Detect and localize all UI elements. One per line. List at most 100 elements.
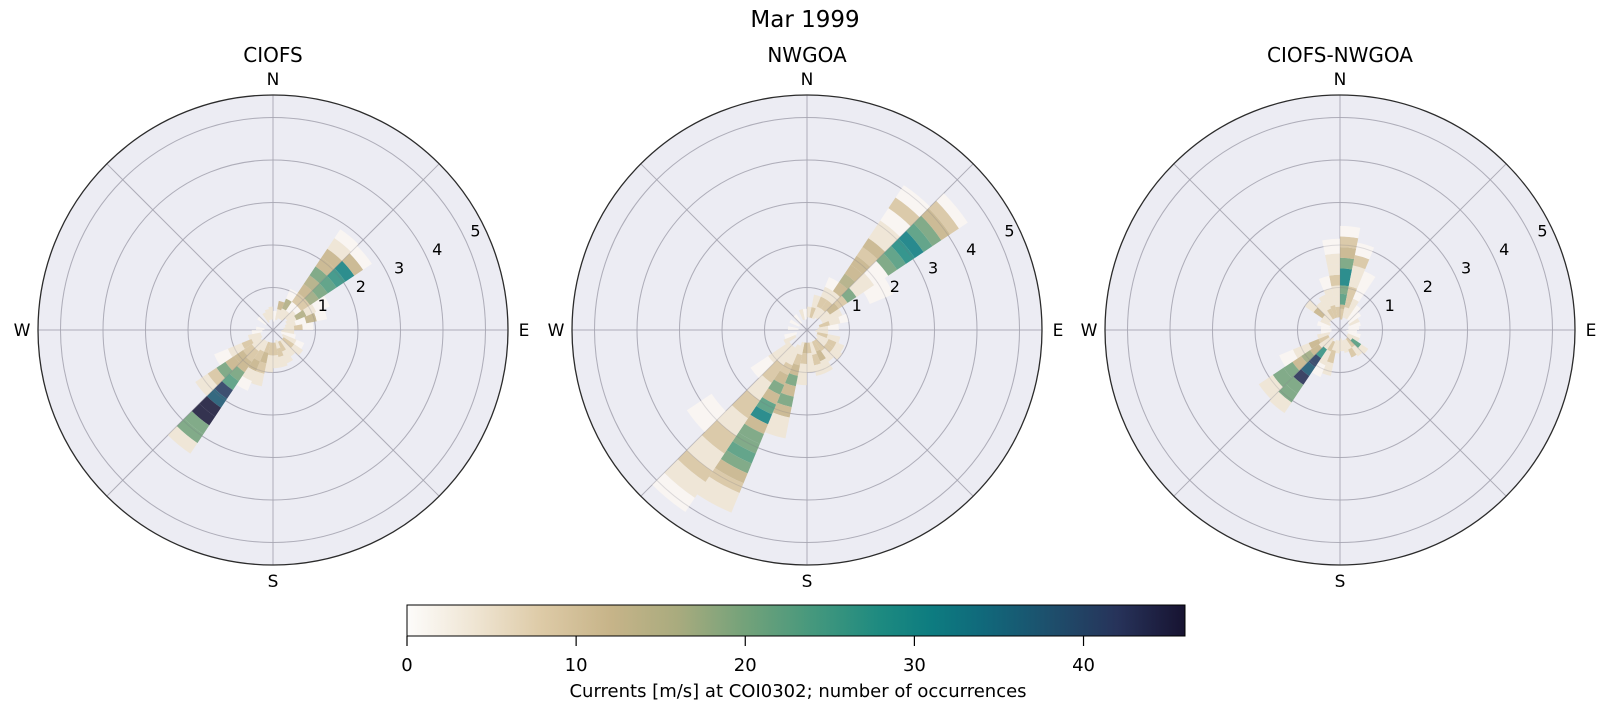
- grid-spoke: [1173, 329, 1341, 497]
- rose-segment: [776, 345, 796, 366]
- rose-segment: [815, 334, 829, 343]
- rose-segment: [334, 229, 359, 252]
- radial-tick-label: 3: [1461, 259, 1471, 278]
- rose-segment: [1331, 285, 1340, 297]
- rose-segment: [1292, 343, 1312, 359]
- rose-segment: [303, 304, 317, 317]
- rose-segment: [841, 287, 857, 303]
- rose-segment: [821, 348, 835, 362]
- rose-segment: [1301, 350, 1315, 364]
- rose-segment: [821, 308, 843, 324]
- rose-segment: [262, 312, 270, 323]
- rose-segment: [746, 375, 772, 401]
- rose-segment: [783, 334, 797, 345]
- rose-segment: [1327, 340, 1336, 352]
- rose-segment: [1285, 376, 1304, 394]
- rose-segment: [772, 402, 792, 418]
- colorbar-tick-label: 0: [401, 655, 412, 676]
- rose-segment: [184, 411, 210, 435]
- radial-tick-label: 3: [928, 259, 938, 278]
- radial-tick-label: 2: [890, 277, 900, 296]
- rose-segment: [827, 323, 839, 330]
- rose-segment: [820, 286, 833, 300]
- rose-segment: [787, 326, 799, 330]
- rose-segment: [815, 330, 829, 335]
- rose-segment: [814, 363, 825, 376]
- grid-ring: [187, 244, 359, 416]
- rose-segment: [838, 273, 856, 290]
- rose-segment: [1308, 354, 1322, 368]
- rose-segment: [1318, 275, 1332, 291]
- rose-segment: [251, 334, 263, 343]
- rose-segment: [1345, 337, 1356, 348]
- cardinal-label-s: S: [802, 572, 813, 592]
- cardinal-label-s: S: [1335, 572, 1346, 592]
- rose-segment: [216, 361, 233, 379]
- rose-segment: [820, 358, 833, 374]
- rose-segment: [195, 373, 218, 397]
- rose-segment: [1335, 340, 1340, 354]
- rose-segment: [732, 432, 760, 454]
- rose-segment: [291, 344, 304, 356]
- cardinal-label-e: E: [1053, 321, 1064, 341]
- rose-segment: [294, 316, 307, 326]
- rose-segment: [826, 334, 841, 344]
- rose-segment: [1335, 306, 1340, 318]
- rose-segment: [277, 340, 286, 352]
- rose-segment: [750, 355, 774, 379]
- rose-segment: [1340, 225, 1361, 239]
- radial-tick-label: 5: [470, 221, 480, 240]
- grid-spoke: [1173, 163, 1341, 331]
- rose-segment: [776, 392, 794, 408]
- rose-segment: [789, 363, 800, 376]
- rose-segment: [191, 403, 216, 426]
- rose-segment: [285, 310, 296, 321]
- rose-segment: [277, 308, 286, 320]
- rose-segment: [297, 298, 311, 312]
- rose-segment: [1344, 300, 1352, 309]
- rose-segment: [291, 292, 305, 306]
- rose-segment: [793, 353, 803, 366]
- rose-segment: [1315, 346, 1328, 359]
- rose-segment: [257, 316, 267, 326]
- rose-segment: [834, 295, 848, 309]
- rose-segment: [1340, 257, 1355, 270]
- rose-segment: [245, 348, 259, 362]
- rose-segment: [251, 330, 263, 335]
- rose-segment: [864, 260, 889, 286]
- rose-segment: [281, 330, 295, 335]
- rose-segment: [342, 253, 364, 276]
- rose-segment: [816, 337, 827, 347]
- rose-segment: [797, 341, 805, 356]
- rose-segment: [726, 441, 756, 464]
- rose-segment: [768, 341, 792, 364]
- rose-segment: [242, 344, 255, 356]
- colorbar-gradient: [406, 604, 1186, 637]
- rose-segment: [807, 352, 816, 373]
- rose-segment: [1326, 349, 1336, 364]
- grid-spoke: [106, 163, 274, 331]
- rose-segment: [214, 348, 233, 366]
- cardinal-label-e: E: [519, 321, 530, 341]
- grid-spoke: [1339, 329, 1507, 497]
- rose-segment: [319, 275, 337, 294]
- rose-segment: [731, 390, 760, 419]
- rose-segment: [255, 361, 267, 374]
- rose-segment: [234, 350, 248, 364]
- rose-segment: [1317, 332, 1331, 339]
- rose-segment: [251, 371, 265, 387]
- rose-segment: [1269, 391, 1292, 414]
- rose-segment: [241, 338, 254, 349]
- rose-segment: [1351, 345, 1363, 357]
- rose-segment: [785, 373, 798, 387]
- rose-segment: [652, 472, 695, 512]
- rose-segment: [784, 332, 798, 339]
- rose-segment: [1340, 304, 1345, 310]
- rose-segment: [1327, 264, 1340, 276]
- rose-segment: [254, 339, 266, 352]
- rose-segment: [1340, 236, 1359, 249]
- grid-spoke: [272, 163, 440, 331]
- cardinal-label-w: W: [548, 321, 565, 341]
- rose-segment: [1308, 338, 1321, 349]
- rose-segment: [816, 332, 828, 339]
